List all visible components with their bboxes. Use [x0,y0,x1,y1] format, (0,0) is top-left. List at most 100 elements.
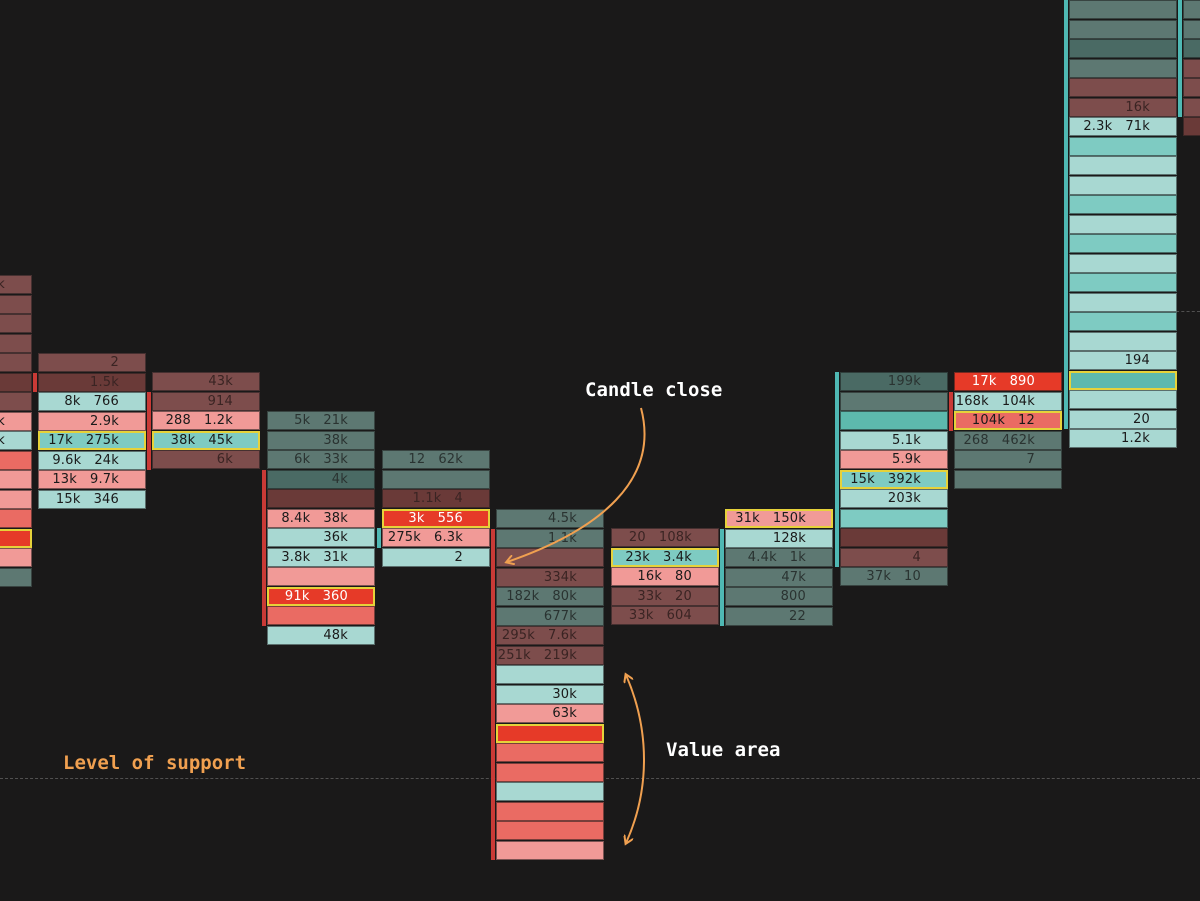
footprint-cell: k [0,431,32,450]
footprint-cell-poc [0,528,32,548]
candle-body-bar [147,391,151,470]
footprint-cell [267,489,375,508]
footprint-cell: 15k 346 [38,489,146,509]
candle-body-bar [33,372,37,392]
footprint-cell [1183,97,1200,117]
candle-body-bar [1178,0,1182,117]
footprint-cell: 800 [725,587,833,606]
footprint-cell [0,353,32,372]
footprint-cell [0,548,32,567]
footprint-cell: 4k [267,469,375,489]
footprint-cell: 677k [496,606,604,626]
footprint-cell: 16k [1069,97,1177,117]
footprint-cell [1069,0,1177,19]
footprint-cell: 1.1k 4 [382,489,490,508]
footprint-cell: 48k [267,625,375,645]
footprint-cell [840,528,948,547]
footprint-cell [1183,58,1200,78]
footprint-cell: 47k [725,567,833,587]
footprint-cell-poc [496,723,604,743]
footprint-cell [496,782,604,801]
footprint-cell-poc: 31k 150k [725,509,833,528]
footprint-cell [1069,195,1177,214]
footprint-cell [0,294,32,314]
footprint-cell: 22 [725,606,833,626]
footprint-cell-poc: 23k 3.4k [611,547,719,567]
candle-close-arrow [507,407,646,562]
footprint-cell: 251k 219k [496,645,604,665]
footprint-cell: 43k [152,372,260,391]
footprint-cell [496,840,604,860]
footprint-cell [1069,214,1177,234]
footprint-cell [0,470,32,489]
footprint-cell-poc: 15k 392k [840,469,948,489]
footprint-cell: 5k 21k [267,411,375,430]
footprint-cell: 203k [840,489,948,508]
footprint-cell-poc: 3k 556 [382,508,490,528]
value-area-arrow [626,675,645,843]
footprint-cell [1069,234,1177,253]
footprint-cell [1183,19,1200,39]
footprint-cell [496,821,604,840]
footprint-cell [1183,78,1200,97]
footprint-cell: 1.5k [38,372,146,392]
footprint-cell: 20 108k [611,528,719,547]
footprint-cell [1183,39,1200,58]
footprint-cell: 334k [496,567,604,587]
footprint-cell: 4.4k 1k [725,548,833,567]
candle-body-bar [835,372,839,567]
footprint-cell: 199k [840,372,948,391]
footprint-cell: 275k 6.3k [382,528,490,547]
footprint-cell [1069,58,1177,78]
footprint-cell: 8k 766 [38,392,146,411]
footprint-cell [1069,156,1177,175]
footprint-cell: 36k [267,528,375,547]
footprint-cell: 30k [496,684,604,704]
candle-body-bar [1064,0,1068,429]
footprint-cell-poc: 17k 275k [38,431,146,450]
footprint-cell: 38k [267,430,375,450]
footprint-cell: 4.5k [496,509,604,528]
candle-body-bar [491,528,495,860]
footprint-cell: 4 [840,547,948,567]
footprint-cell: 3.8k 31k [267,547,375,567]
footprint-cell: 168k 104k [954,391,1062,411]
candle-body-bar [262,469,266,626]
footprint-cell [382,469,490,489]
footprint-cell [840,411,948,430]
footprint-cell: 16k 80 [611,567,719,586]
footprint-cell [840,508,948,528]
footprint-cell [1069,312,1177,331]
footprint-cell-poc: 104k 12 [954,411,1062,430]
footprint-cell: 914 [152,391,260,411]
footprint-cell: 6k [152,450,260,469]
footprint-cell: 17k 890 [954,372,1062,391]
footprint-cell [1069,39,1177,58]
footprint-cell: 1.2k [1069,429,1177,448]
footprint-cell: 5.9k [840,450,948,469]
footprint-cell [0,567,32,587]
footprint-cell: 295k 7.6k [496,626,604,645]
footprint-cell [496,548,604,567]
footprint-cell: 7 [954,450,1062,469]
footprint-cell [496,801,604,821]
footprint-cell: 13k 9.7k [38,470,146,489]
footprint-cell [1069,136,1177,156]
candle-body-bar [377,528,381,548]
footprint-cell [496,762,604,782]
candle-body-bar [720,547,724,626]
footprint-cell [0,509,32,528]
footprint-cell [1069,19,1177,39]
footprint-cell: 33k 604 [611,606,719,625]
footprint-cell: 268 462k [954,430,1062,450]
candle-close-label: Candle close [585,379,723,401]
footprint-cell [0,450,32,470]
price-level-line [1150,311,1200,312]
footprint-cell: 182k 80k [496,587,604,606]
footprint-cell: k [0,411,32,431]
footprint-cell: 8.4k 38k [267,508,375,528]
footprint-cell: 37k 10 [840,567,948,586]
candle-body-bar [949,391,953,431]
footprint-cell [0,314,32,333]
